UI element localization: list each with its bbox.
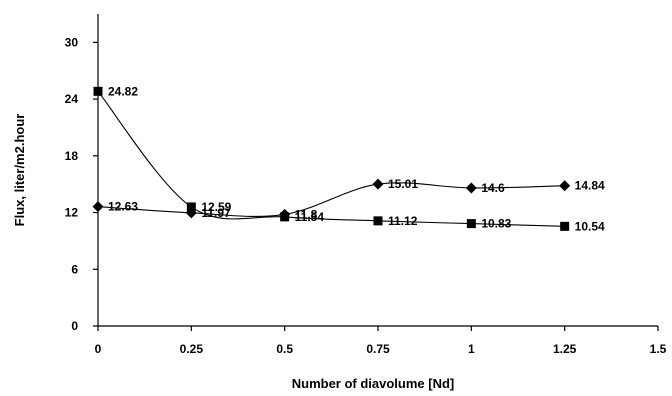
- x-tick-label: 1.5: [650, 342, 667, 356]
- y-tick-label: 6: [71, 262, 78, 276]
- series-line-square: [97, 90, 565, 227]
- data-markers: [92, 86, 571, 231]
- diamond-marker: [92, 201, 104, 213]
- y-tick-label: 18: [65, 149, 79, 163]
- data-label: 11.97: [201, 206, 231, 220]
- series-line-diamond: [97, 182, 565, 217]
- data-label: 15.01: [388, 177, 418, 191]
- square-marker: [466, 219, 476, 229]
- y-tick-label: 24: [65, 92, 79, 106]
- data-label: 11.8: [295, 207, 318, 221]
- y-axis-title: Flux, liter/m2.hour: [12, 114, 27, 227]
- data-label: 12.63: [108, 200, 138, 214]
- square-marker: [373, 216, 383, 226]
- series-lines: [97, 90, 565, 227]
- diamond-marker: [185, 207, 197, 219]
- data-labels: 24.82 12.59 11.54 11.12 10.83 10.54 12.63 11.97…: [108, 84, 605, 233]
- x-tick-label: 0.5: [276, 342, 293, 356]
- y-tick-label: 30: [65, 35, 79, 49]
- data-label: 14.84: [575, 179, 605, 193]
- axes: [97, 14, 658, 327]
- data-label: 24.82: [108, 84, 138, 98]
- square-marker: [93, 86, 103, 96]
- diamond-marker: [279, 208, 291, 220]
- x-axis-title: Number of diavolume [Nd]: [292, 376, 455, 391]
- x-tick-label: 1: [468, 342, 475, 356]
- data-label: 14.6: [481, 181, 505, 195]
- data-label: 12.59: [201, 200, 231, 214]
- y-axis-ticks: 0 6 12 18 24 30: [65, 35, 98, 333]
- y-tick-label: 12: [65, 206, 79, 220]
- data-label: 11.54: [295, 210, 325, 224]
- diamond-marker: [465, 182, 477, 194]
- diamond-marker: [559, 180, 571, 192]
- x-tick-label: 0.75: [366, 342, 390, 356]
- x-tick-label: 1.25: [553, 342, 577, 356]
- y-tick-label: 0: [71, 319, 78, 333]
- data-label: 10.83: [481, 217, 511, 231]
- square-marker: [560, 221, 570, 231]
- x-axis-ticks: 0 0.25 0.5 0.75 1 1.25 1.5: [95, 326, 667, 356]
- x-tick-label: 0.25: [180, 342, 204, 356]
- data-label: 11.12: [388, 214, 418, 228]
- diamond-marker: [372, 178, 384, 190]
- data-label: 10.54: [575, 219, 605, 233]
- square-marker: [186, 202, 196, 212]
- x-tick-label: 0: [95, 342, 102, 356]
